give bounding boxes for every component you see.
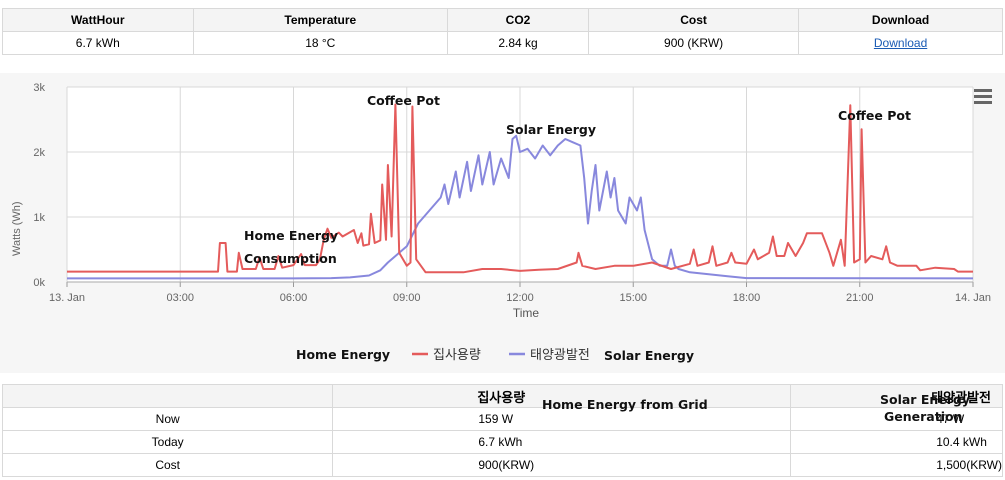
row-now-home: 159 W bbox=[332, 407, 792, 431]
summary-download-cell: Download bbox=[798, 31, 1003, 55]
legend-solar-label[interactable]: 태양광발전 bbox=[530, 348, 590, 363]
annotation-coffee-pot-evening: Coffee Pot bbox=[838, 108, 911, 123]
x-tick-label: 21:00 bbox=[846, 292, 874, 304]
summary-header-co2: CO2 bbox=[446, 8, 590, 32]
table-row: Now 159 W 47 W bbox=[1, 407, 1003, 431]
y-axis-label: Watts (Wh) bbox=[11, 201, 23, 256]
annotation-home-energy: Home Energy bbox=[244, 228, 339, 243]
summary-header-row: WattHour Temperature CO2 Cost Download bbox=[2, 8, 1003, 32]
row-now-solar: 47 W bbox=[790, 407, 1003, 431]
x-axis-label: Time bbox=[513, 306, 540, 320]
legend-solar-energy-overlay: Solar Energy bbox=[604, 348, 695, 363]
table-overlay-generation: Generation bbox=[884, 409, 963, 424]
row-cost-home: 900(KRW) bbox=[332, 453, 792, 477]
row-label-cost: Cost bbox=[1, 453, 334, 477]
annotation-solar-energy: Solar Energy bbox=[506, 122, 597, 137]
summary-value-watthour: 6.7 kWh bbox=[2, 31, 194, 55]
x-tick-label: 03:00 bbox=[166, 292, 194, 304]
home-energy-series-line bbox=[67, 103, 973, 274]
x-tick-label: 14. Jan bbox=[955, 292, 991, 304]
annotation-consumption: Consumption bbox=[244, 251, 337, 266]
x-tick-label: 06:00 bbox=[280, 292, 308, 304]
summary-value-cost: 900 (KRW) bbox=[588, 31, 800, 55]
energy-table-header-blank bbox=[1, 384, 334, 408]
row-cost-solar: 1,500(KRW) bbox=[790, 453, 1003, 477]
summary-header-temperature: Temperature bbox=[192, 8, 448, 32]
y-axis-ticks: 0k 1k 2k 3k bbox=[33, 82, 45, 289]
y-tick-label: 1k bbox=[33, 212, 45, 224]
x-tick-label: 13. Jan bbox=[49, 292, 85, 304]
energy-summary-table: 집사용량 태양광발전 Now 159 W 47 W Today 6.7 kWh … bbox=[1, 384, 1003, 477]
chart-legend: 집사용량 태양광발전 bbox=[412, 348, 590, 363]
summary-header-download: Download bbox=[798, 8, 1003, 32]
legend-home-energy-overlay: Home Energy bbox=[296, 347, 391, 362]
hamburger-menu-icon[interactable] bbox=[974, 89, 992, 104]
chart-series bbox=[67, 103, 974, 280]
legend-home-label[interactable]: 집사용량 bbox=[433, 348, 481, 363]
row-label-today: Today bbox=[1, 430, 334, 454]
download-link[interactable]: Download bbox=[873, 36, 928, 50]
row-today-solar: 10.4 kWh bbox=[790, 430, 1003, 454]
table-overlay-solar-energy: Solar Energy bbox=[880, 392, 971, 407]
row-label-now: Now bbox=[1, 407, 334, 431]
x-axis-ticks: 13. Jan 03:00 06:00 09:00 12:00 15:00 18:00 21:… bbox=[49, 292, 991, 304]
summary-header-watthour: WattHour bbox=[2, 8, 194, 32]
annotation-coffee-pot-morning: Coffee Pot bbox=[367, 93, 440, 108]
x-tick-label: 18:00 bbox=[733, 292, 761, 304]
chart-svg: 0k 1k 2k 3k 13. Jan 03:00 06:00 09:00 12:00 15:0… bbox=[11, 82, 992, 363]
x-tick-label: 09:00 bbox=[393, 292, 421, 304]
y-tick-label: 0k bbox=[33, 277, 45, 289]
summary-value-row: 6.7 kWh 18 °C 2.84 kg 900 (KRW) Download bbox=[2, 31, 1003, 55]
summary-header-cost: Cost bbox=[588, 8, 800, 32]
y-tick-label: 3k bbox=[33, 82, 45, 94]
y-tick-label: 2k bbox=[33, 147, 45, 159]
energy-chart: 0k 1k 2k 3k 13. Jan 03:00 06:00 09:00 12:00 15:0… bbox=[0, 73, 1005, 373]
summary-value-co2: 2.84 kg bbox=[446, 31, 590, 55]
summary-table: WattHour Temperature CO2 Cost Download 6… bbox=[2, 8, 1003, 55]
row-today-home: 6.7 kWh bbox=[332, 430, 792, 454]
solar-energy-series-line bbox=[67, 134, 974, 280]
table-row: Cost 900(KRW) 1,500(KRW) bbox=[1, 453, 1003, 477]
x-tick-label: 15:00 bbox=[619, 292, 647, 304]
table-row: Today 6.7 kWh 10.4 kWh bbox=[1, 430, 1003, 454]
table-overlay-home-from-grid: Home Energy from Grid bbox=[542, 397, 708, 412]
summary-value-temperature: 18 °C bbox=[192, 31, 448, 55]
energy-table-header-row: 집사용량 태양광발전 bbox=[1, 384, 1003, 408]
x-tick-label: 12:00 bbox=[506, 292, 534, 304]
